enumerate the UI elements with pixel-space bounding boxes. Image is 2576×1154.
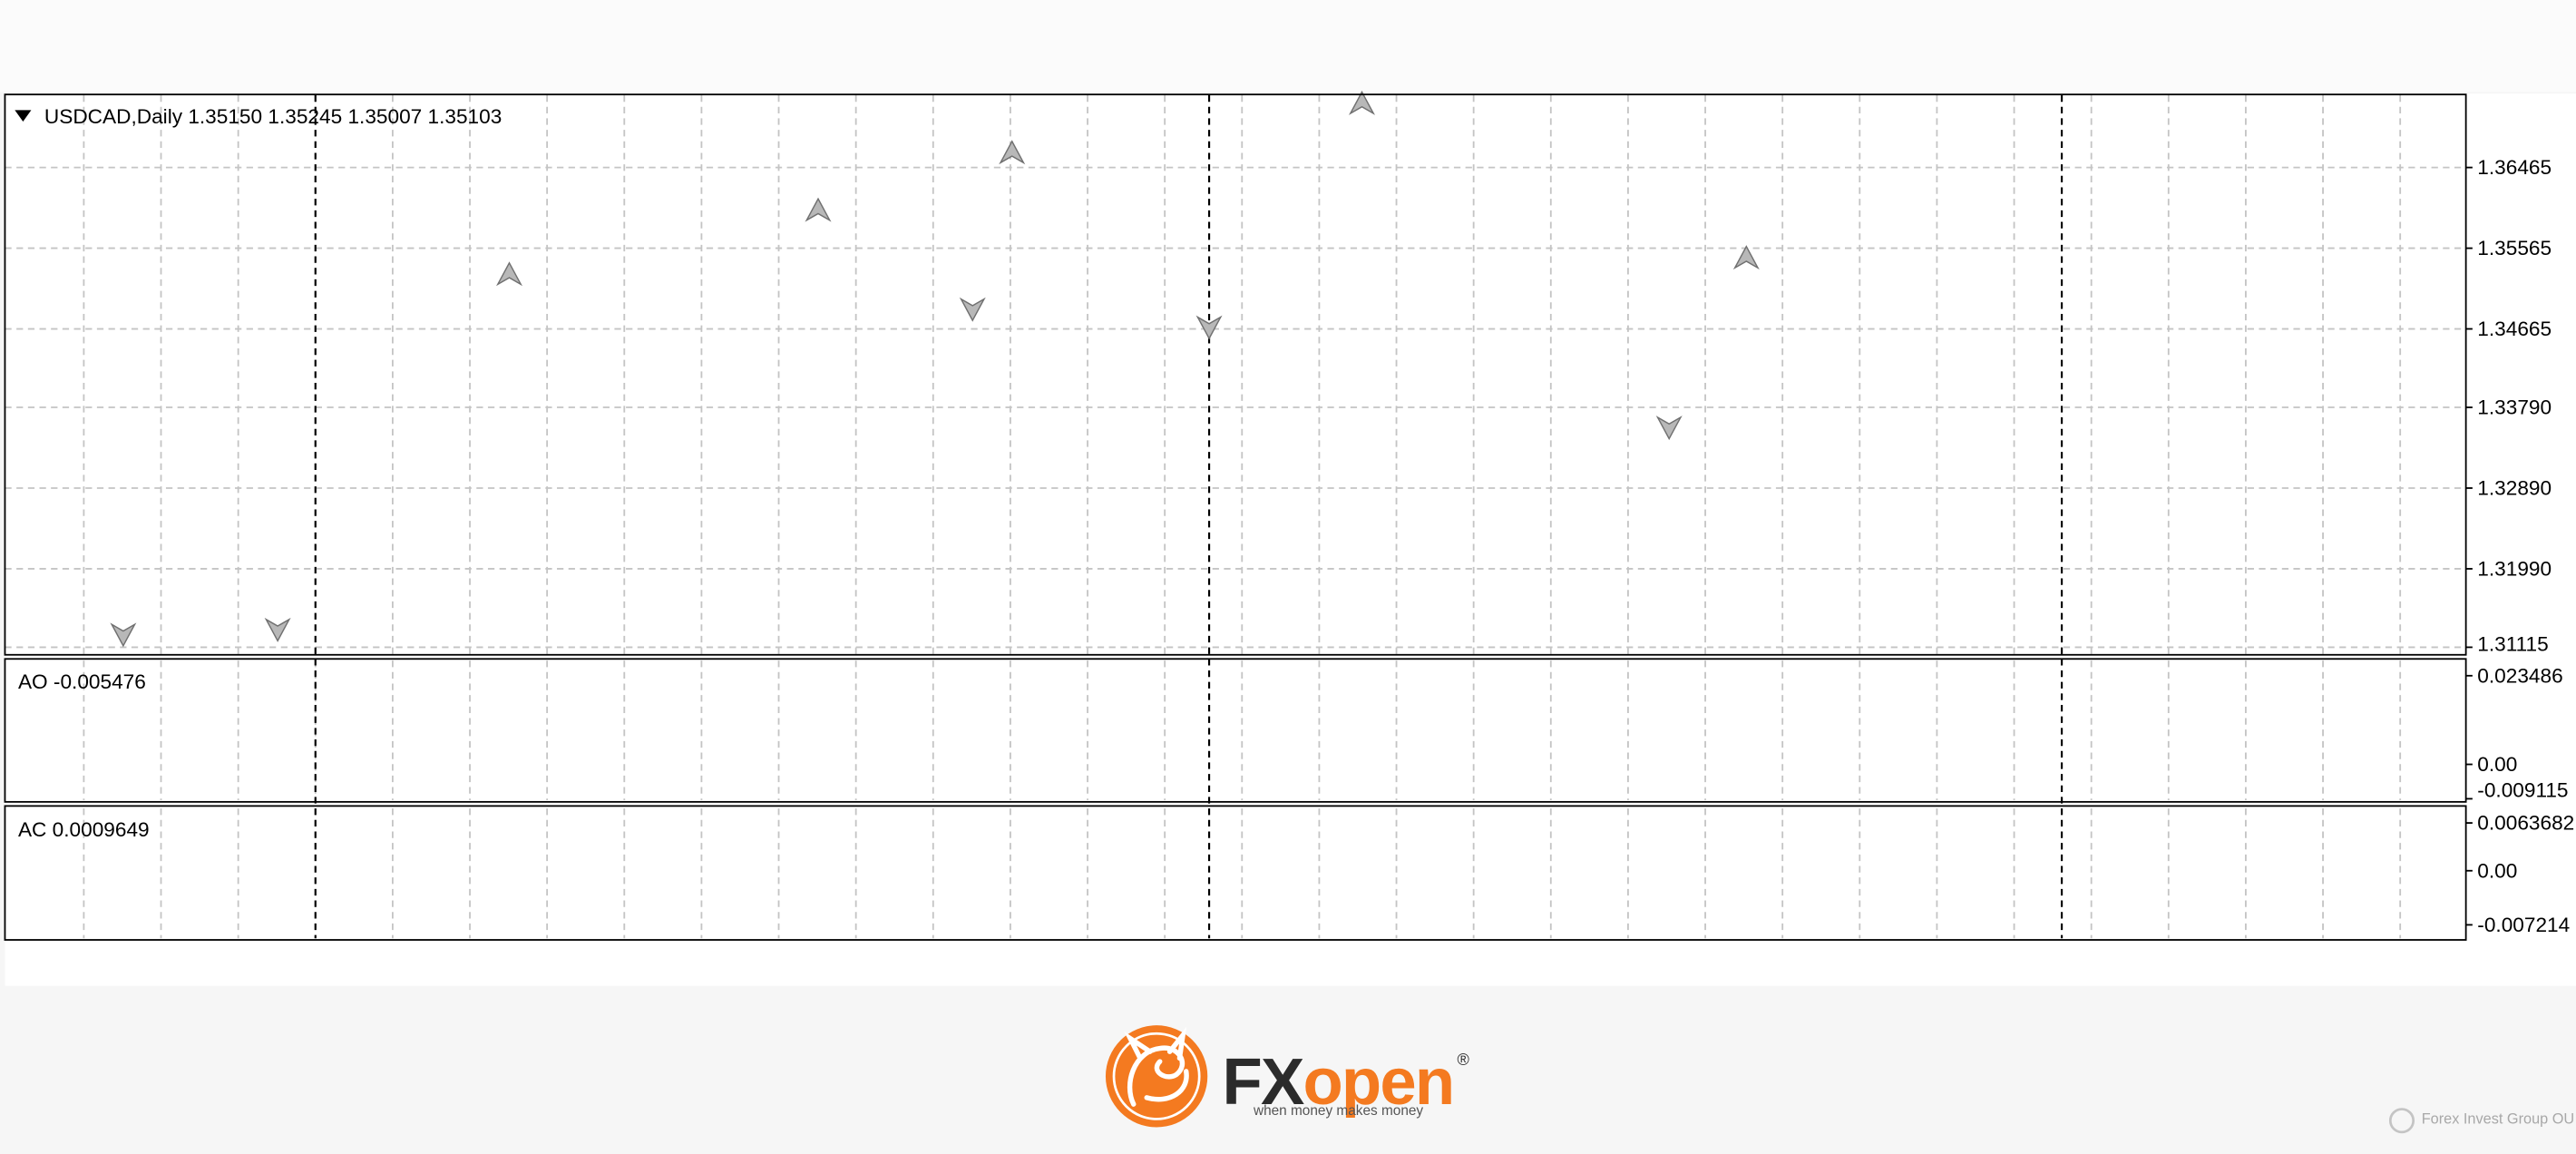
price-panel-frame (4, 93, 2467, 656)
fractal-up (805, 197, 832, 222)
registered-mark: ® (1458, 1051, 1470, 1069)
logo-badge (1105, 1025, 1208, 1128)
y-tick-label: 1.31990 (2477, 557, 2552, 580)
y-tick-label: 1.33790 (2477, 396, 2552, 419)
y-tick-label: 1.32890 (2477, 476, 2552, 499)
y-tick-label: 1.34665 (2477, 318, 2552, 340)
panel-frames (4, 93, 2467, 941)
brand-prefix: FX (1223, 1044, 1304, 1118)
fractal-down (1655, 416, 1683, 441)
logo-ring (1112, 1032, 1201, 1120)
y-tick-label: 0.00 (2477, 753, 2517, 776)
company-name: Forex Invest Group OU (2422, 1110, 2574, 1127)
logo-dragon (1124, 1026, 1189, 1107)
y-tick-label: 0.00 (2477, 859, 2517, 882)
y-tick-label: -0.007214 (2477, 914, 2570, 936)
chart-area (5, 93, 2576, 986)
y-tick-label: 1.36465 (2477, 156, 2552, 179)
company-logo (2388, 1108, 2415, 1134)
fractal-up (495, 261, 523, 287)
fractal-up (1732, 245, 1760, 270)
collapse-icon (15, 110, 32, 122)
ac-title: AC 0.0009649 (18, 818, 150, 841)
fractal-down (1195, 315, 1223, 340)
grid-layer (5, 95, 2466, 939)
period-separators (314, 95, 2064, 939)
fractal-down (959, 297, 986, 322)
brand-name: FXopen (1223, 1044, 1454, 1118)
brand-suffix: open (1303, 1044, 1454, 1118)
top-strip (0, 0, 2576, 93)
y-tick-label: 1.35565 (2477, 237, 2552, 259)
ac-panel-frame (4, 805, 2467, 941)
y-tick-label: 0.023486 (2477, 664, 2562, 687)
tagline: when money makes money (1253, 1103, 1423, 1119)
fractal-up (1348, 90, 1376, 115)
fractal-down (264, 617, 291, 642)
y-tick-label: 0.0063682 (2477, 812, 2574, 835)
ao-title: AO -0.005476 (18, 670, 146, 693)
fractals (110, 90, 1760, 648)
y-tick-label: 1.31115 (2477, 632, 2548, 655)
fractal-down (110, 622, 137, 648)
ao-panel-frame (4, 658, 2467, 803)
y-tick-label: -0.009115 (2477, 779, 2568, 802)
chart-title: USDCAD,Daily 1.35150 1.35245 1.35007 1.3… (44, 105, 502, 128)
footer: FXopen ® when money makes money Forex In… (1105, 1025, 2574, 1134)
text-layer: USDCAD,Daily 1.35150 1.35245 1.35007 1.3… (15, 105, 2574, 936)
fractal-up (999, 140, 1026, 165)
